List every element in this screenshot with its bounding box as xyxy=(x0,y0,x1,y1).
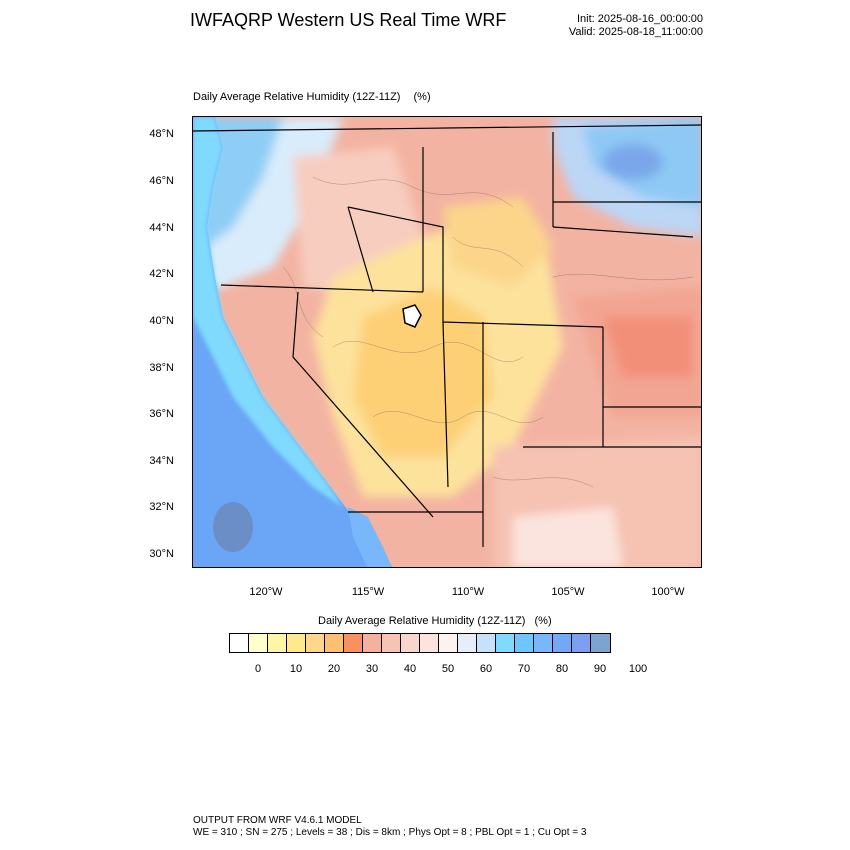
colorbar-label: 90 xyxy=(593,663,607,675)
init-time: Init: 2025-08-16_00:00:00 xyxy=(577,13,703,25)
colorbar-box xyxy=(230,634,249,652)
colorbar-label: 60 xyxy=(479,663,493,675)
colorbar-label: 50 xyxy=(441,663,455,675)
lat-label-30: 30°N xyxy=(149,548,174,560)
lat-label-44: 44°N xyxy=(149,222,174,234)
colorbar-box xyxy=(306,634,325,652)
state-borders xyxy=(193,124,701,547)
lon-label-120: 120°W xyxy=(249,586,283,598)
colorbar-box xyxy=(363,634,382,652)
map-subtitle: Daily Average Relative Humidity (12Z-11Z… xyxy=(193,91,431,103)
lat-label-46: 46°N xyxy=(149,175,174,187)
map-subtitle-text: Daily Average Relative Humidity (12Z-11Z… xyxy=(193,91,401,103)
colorbar-box xyxy=(439,634,458,652)
great-salt-lake xyxy=(402,304,422,328)
colorbar-box xyxy=(382,634,401,652)
colorbar-label: 100 xyxy=(628,663,648,675)
colorbar-title: Daily Average Relative Humidity (12Z-11Z… xyxy=(318,615,552,627)
colorbar-box xyxy=(572,634,591,652)
colorbar-label: 40 xyxy=(403,663,417,675)
valid-time: Valid: 2025-08-18_11:00:00 xyxy=(568,26,703,38)
plot-title: IWFAQRP Western US Real Time WRF xyxy=(190,10,507,30)
colorbar-labels: 0 10 20 30 40 50 60 70 80 90 100 xyxy=(229,663,669,677)
colorbar-box xyxy=(325,634,344,652)
coastal-moisture xyxy=(193,117,343,507)
colorbar-label: 0 xyxy=(254,663,262,675)
pacific-ocean xyxy=(193,117,373,567)
lat-label-34: 34°N xyxy=(149,455,174,467)
lon-label-105: 105°W xyxy=(551,586,585,598)
humidity-map xyxy=(192,116,702,568)
gulf-of-california xyxy=(348,507,393,567)
colorbar-box xyxy=(458,634,477,652)
colorbar-unit: (%) xyxy=(534,615,552,627)
lat-label-40: 40°N xyxy=(149,315,174,327)
colorbar-box xyxy=(515,634,534,652)
lon-label-100: 100°W xyxy=(651,586,685,598)
map-subtitle-unit: (%) xyxy=(413,91,431,103)
colorbar-box xyxy=(249,634,268,652)
colorbar-box xyxy=(496,634,515,652)
colorbar-label: 10 xyxy=(289,663,303,675)
model-info: OUTPUT FROM WRF V4.6.1 MODEL WE = 310 ; … xyxy=(193,815,586,839)
lat-label-42: 42°N xyxy=(149,268,174,280)
model-info-line1: OUTPUT FROM WRF V4.6.1 MODEL xyxy=(193,815,362,826)
colorbar-label: 70 xyxy=(517,663,531,675)
lat-label-38: 38°N xyxy=(149,362,174,374)
colorbar-box xyxy=(477,634,496,652)
colorbar-box xyxy=(268,634,287,652)
colorbar-box xyxy=(420,634,439,652)
colorbar-box xyxy=(401,634,420,652)
run-times: Init: 2025-08-16_00:00:00 Valid: 2025-08… xyxy=(569,13,703,39)
colorbar-label: 20 xyxy=(327,663,341,675)
humidity-map-svg xyxy=(193,117,701,567)
colorbar xyxy=(229,633,611,653)
colorbar-box xyxy=(534,634,553,652)
colorbar-label: 80 xyxy=(555,663,569,675)
colorbar-title-text: Daily Average Relative Humidity (12Z-11Z… xyxy=(318,615,526,627)
contour-lines xyxy=(282,176,694,488)
humidity-fields xyxy=(193,117,701,567)
lon-label-110: 110°W xyxy=(451,586,485,598)
colorbar-box xyxy=(591,634,610,652)
lat-label-48: 48°N xyxy=(149,128,174,140)
lat-label-36: 36°N xyxy=(149,408,174,420)
colorbar-box xyxy=(287,634,306,652)
lon-label-115: 115°W xyxy=(351,586,385,598)
colorbar-box xyxy=(553,634,572,652)
colorbar-label: 30 xyxy=(365,663,379,675)
colorbar-box xyxy=(344,634,363,652)
lat-label-32: 32°N xyxy=(149,501,174,513)
ocean-patch xyxy=(213,502,253,552)
model-info-line2: WE = 310 ; SN = 275 ; Levels = 38 ; Dis … xyxy=(193,827,587,838)
